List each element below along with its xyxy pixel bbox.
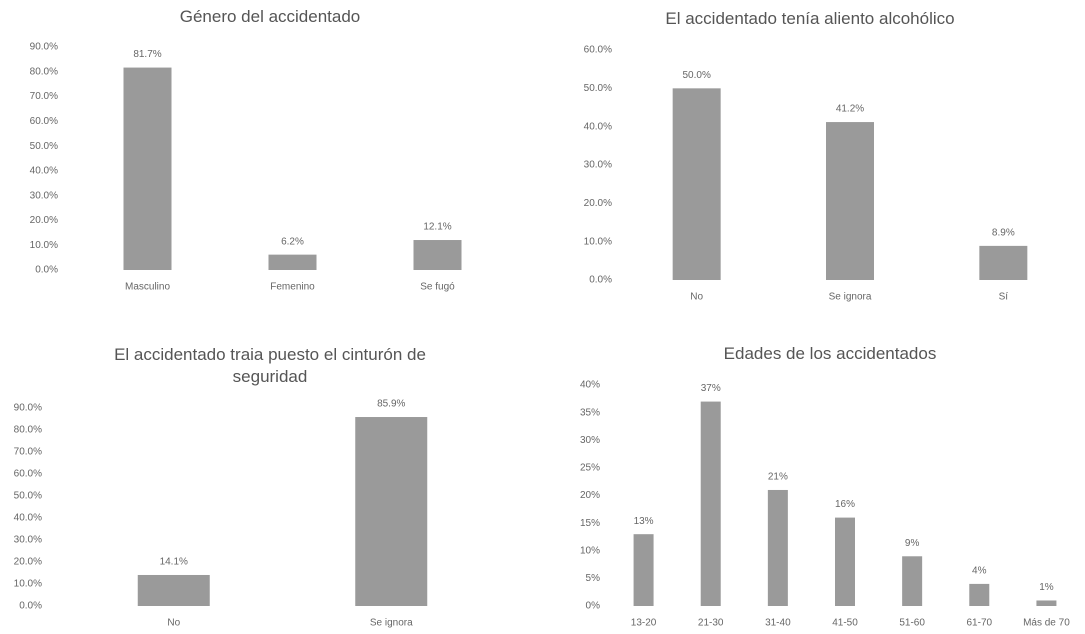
value-label: 1% (1039, 582, 1054, 593)
value-label: 16% (835, 499, 855, 510)
x-tick-label: Se fugó (420, 282, 455, 293)
y-tick-label: 20.0% (30, 215, 58, 226)
value-label: 50.0% (682, 70, 710, 81)
bar (138, 575, 210, 606)
value-label: 21% (768, 472, 788, 483)
x-tick-label: Masculino (125, 282, 170, 293)
y-tick-label: 10.0% (584, 236, 612, 247)
x-tick-label: 31-40 (765, 618, 791, 629)
bar (826, 122, 874, 280)
bar (673, 88, 721, 280)
y-tick-label: 20% (580, 490, 600, 501)
value-label: 14.1% (160, 557, 188, 568)
y-tick-label: 30% (580, 435, 600, 446)
x-tick-label: 13-20 (631, 618, 657, 629)
value-label: 6.2% (281, 236, 304, 247)
charts: 0.0% 10.0% 20.0% 30.0% 40.0% 50.0% 60.0% 70.0% 8… (0, 0, 1085, 634)
bar (634, 534, 654, 606)
y-tick-label: 20.0% (584, 198, 612, 209)
x-tick-label: Más de 70 (1023, 618, 1070, 629)
y-tick-label: 90.0% (30, 42, 58, 53)
x-tick-label: 51-60 (899, 618, 925, 629)
bar (124, 68, 172, 270)
bar (701, 402, 721, 606)
y-tick-label: 0% (586, 601, 601, 612)
y-tick-label: 0.0% (19, 601, 42, 612)
x-tick-label: No (167, 618, 180, 629)
x-tick-label: Femenino (270, 282, 315, 293)
bar (835, 518, 855, 606)
value-label: 81.7% (133, 49, 161, 60)
y-tick-label: 60.0% (584, 45, 612, 56)
y-tick-label: 40% (580, 380, 600, 391)
bar (979, 246, 1027, 280)
y-tick-label: 30.0% (14, 535, 42, 546)
y-tick-label: 70.0% (14, 447, 42, 458)
value-label: 13% (634, 516, 654, 527)
y-tick-label: 0.0% (589, 275, 612, 286)
y-tick-label: 15% (580, 518, 600, 529)
bar (1036, 600, 1056, 606)
y-tick-label: 30.0% (30, 190, 58, 201)
bar (269, 255, 317, 270)
x-tick-label: 61-70 (966, 618, 992, 629)
y-tick-label: 10% (580, 545, 600, 556)
y-tick-label: 20.0% (14, 557, 42, 568)
y-tick-label: 70.0% (30, 91, 58, 102)
x-tick-label: 41-50 (832, 618, 858, 629)
x-tick-label: No (690, 292, 703, 303)
y-tick-label: 10.0% (14, 579, 42, 590)
y-tick-label: 60.0% (14, 469, 42, 480)
value-label: 12.1% (423, 222, 451, 233)
bar (768, 490, 788, 606)
y-tick-label: 25% (580, 463, 600, 474)
bar (355, 417, 427, 606)
bar (902, 556, 922, 606)
value-label: 4% (972, 566, 987, 577)
y-tick-label: 40.0% (30, 166, 58, 177)
y-tick-label: 40.0% (14, 513, 42, 524)
y-tick-label: 50.0% (584, 83, 612, 94)
page: Género del accidentadoEl accidentado ten… (0, 0, 1085, 634)
y-tick-label: 40.0% (584, 121, 612, 132)
y-tick-label: 30.0% (584, 160, 612, 171)
y-tick-label: 0.0% (35, 265, 58, 276)
y-tick-label: 35% (580, 407, 600, 418)
x-tick-label: Se ignora (829, 292, 872, 303)
x-tick-label: 21-30 (698, 618, 724, 629)
value-label: 85.9% (377, 399, 405, 410)
value-label: 9% (905, 538, 920, 549)
bar (414, 240, 462, 270)
bar (969, 584, 989, 606)
y-tick-label: 80.0% (14, 425, 42, 436)
value-label: 37% (701, 383, 721, 394)
y-tick-label: 50.0% (30, 141, 58, 152)
x-tick-label: Sí (999, 292, 1009, 303)
value-label: 8.9% (992, 228, 1015, 239)
y-tick-label: 80.0% (30, 66, 58, 77)
y-tick-label: 50.0% (14, 491, 42, 502)
y-tick-label: 10.0% (30, 240, 58, 251)
value-label: 41.2% (836, 104, 864, 115)
x-tick-label: Se ignora (370, 618, 413, 629)
y-tick-label: 90.0% (14, 403, 42, 414)
y-tick-label: 5% (586, 573, 601, 584)
y-tick-label: 60.0% (30, 116, 58, 127)
